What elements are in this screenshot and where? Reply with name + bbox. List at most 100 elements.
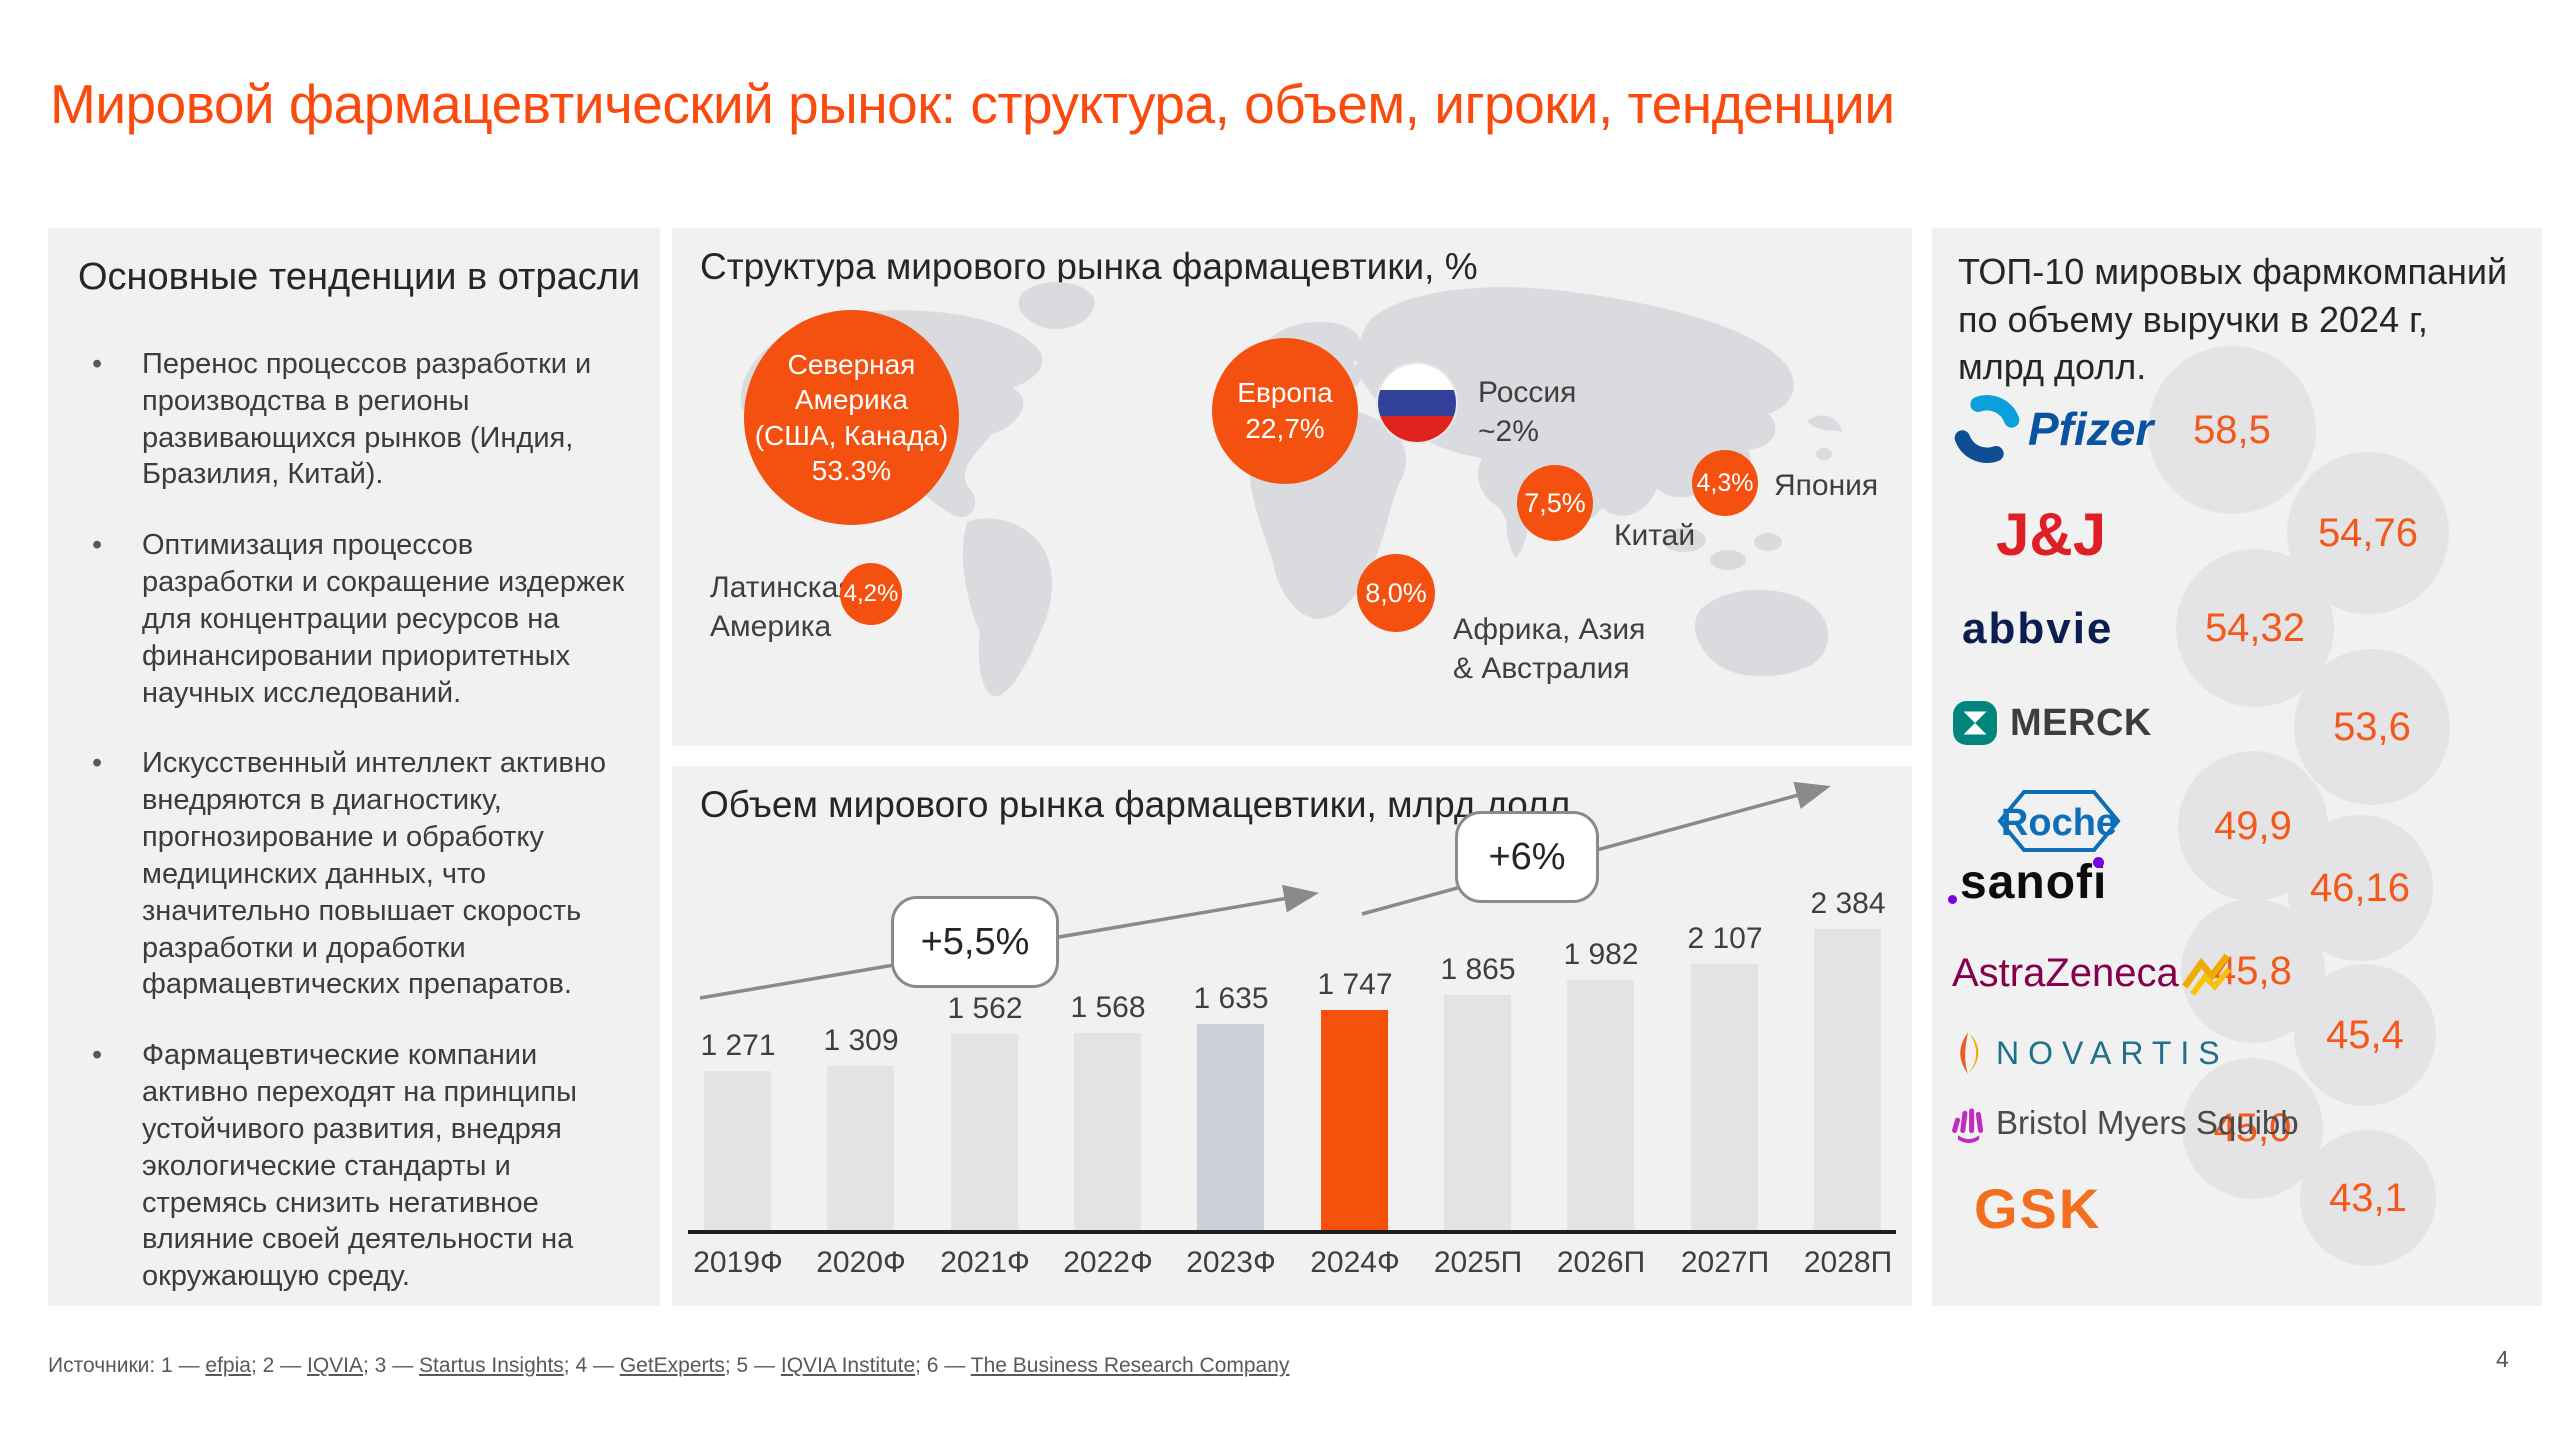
trend-bullet-2: • Оптимизация процессов разработки и сок… <box>48 527 660 711</box>
bms-wordmark: Bristol Myers Squibb <box>1996 1104 2299 1141</box>
russia-flag-icon <box>1378 364 1456 442</box>
bar-value-label: 1 635 <box>1193 982 1269 1015</box>
structure-heading: Структура мирового рынка фармацевтики, % <box>700 246 1478 287</box>
astrazeneca-swoosh-icon <box>2181 953 2232 996</box>
trend-bullet-1-text: Перенос процессов разработки и производс… <box>142 348 592 491</box>
japan-label: Япония <box>1774 469 1879 502</box>
bubble-north-america: Северная Америка (США, Канада) 53.3% <box>744 310 959 525</box>
roche-wordmark: Roche <box>2001 802 2117 844</box>
footer-text: ; 4 — <box>563 1354 620 1377</box>
x-tick-label: 2020Ф <box>816 1246 906 1279</box>
bar-2026 <box>1567 980 1634 1232</box>
bar-value-label: 2 384 <box>1810 887 1886 920</box>
footer-text: ; 2 — <box>250 1354 307 1377</box>
bar-2019 <box>704 1071 771 1232</box>
bubble-europe: Европа 22,7% <box>1212 338 1358 484</box>
gsk-logo: GSK <box>1974 1177 2101 1240</box>
x-tick-label: 2026П <box>1556 1246 1646 1279</box>
footer-source-link[interactable]: GetExperts <box>619 1354 725 1377</box>
bullet-dot-icon: • <box>92 529 103 562</box>
footer-source-link[interactable]: Startus Insights <box>419 1354 564 1377</box>
bullet-dot-icon: • <box>92 1039 103 1072</box>
trend-bullet-4-text: Фармацевтические компании активно перехо… <box>142 1039 577 1293</box>
sanofi-wordmark: sanofi <box>1960 855 2108 909</box>
china-label: Китай <box>1614 519 1696 552</box>
pfizer-swirl-icon <box>1954 395 2020 463</box>
x-tick-label: 2024Ф <box>1310 1246 1400 1279</box>
bar-value-label: 1 309 <box>823 1024 899 1057</box>
bubble-africa-asia-australia: 8,0% <box>1357 554 1435 632</box>
x-tick-label: 2025П <box>1433 1246 1523 1279</box>
novartis-flame-icon <box>1960 1032 1979 1074</box>
latam-label: Латинская Америка <box>710 571 855 643</box>
jnj-logo: J&J <box>1996 499 2106 569</box>
russia-label: Россия ~2% <box>1478 376 1577 448</box>
bar-2023 <box>1197 1024 1264 1232</box>
bar-value-label: 1 747 <box>1317 968 1393 1001</box>
bar-2027 <box>1691 964 1758 1232</box>
growth-badge-1: +5,5% <box>891 896 1059 988</box>
sources-footer: Источники: 1 — efpia; 2 — IQVIA; 3 — Sta… <box>48 1354 1289 1378</box>
bms-logo: Bristol Myers Squibb <box>1948 1101 2299 1145</box>
bar-value-label: 1 271 <box>700 1029 776 1062</box>
astrazeneca-logo: AstraZeneca <box>1952 945 2233 1001</box>
bubble-japan: 4,3% <box>1692 450 1758 516</box>
x-tick-label: 2027П <box>1680 1246 1770 1279</box>
bubble-latam: 4,2% <box>840 563 902 625</box>
top10-heading: ТОП-10 мировых фармкомпаний по объему вы… <box>1958 251 2508 388</box>
bar-2020 <box>827 1066 894 1232</box>
bar-value-label: 1 562 <box>947 992 1023 1025</box>
merck-icon <box>1953 701 1997 745</box>
bubble-china: 7,5% <box>1517 465 1593 541</box>
revenue-bubble-bms: 45,0 <box>2182 1058 2323 1199</box>
x-tick-label: 2023Ф <box>1186 1246 1276 1279</box>
sanofi-logo: sanofi <box>1948 852 2108 912</box>
bullet-dot-icon: • <box>92 747 103 780</box>
volume-heading: Объем мирового рынка фармацевтики, млрд … <box>700 784 1581 825</box>
bar-2022 <box>1074 1033 1141 1232</box>
bar-value-label: 1 982 <box>1563 938 1639 971</box>
revenue-bubble-gsk: 43,1 <box>2300 1130 2436 1266</box>
astrazeneca-wordmark: AstraZeneca <box>1952 950 2179 995</box>
market-structure-panel: Структура мирового рынка фармацевтики, %… <box>672 228 1912 746</box>
bms-hand-icon <box>1952 1108 1984 1143</box>
abbvie-wordmark: abbvie <box>1962 604 2114 653</box>
sanofi-purple-dot-icon <box>1948 894 1957 904</box>
footer-text: ; 3 — <box>363 1354 420 1377</box>
x-tick-label: 2028П <box>1803 1246 1893 1279</box>
africa-asia-australia-label: Африка, Азия & Австралия <box>1453 613 1646 685</box>
trend-bullet-3: • Искусственный интеллект активно внедря… <box>48 745 660 1003</box>
footer-text: ; 6 — <box>915 1354 971 1377</box>
growth-badge-2: +6% <box>1455 811 1599 903</box>
revenue-bubble-pfizer: 58,5 <box>2148 346 2316 514</box>
revenue-bubble-merck: 53,6 <box>2294 649 2450 805</box>
trend-bullet-4: • Фармацевтические компании активно пере… <box>48 1037 660 1295</box>
trends-bullet-list: • Перенос процессов разработки и произво… <box>48 346 660 1329</box>
x-tick-label: 2021Ф <box>940 1246 1030 1279</box>
merck-wordmark: MERCK <box>2010 701 2152 744</box>
footer-source-link[interactable]: The Business Research Company <box>970 1354 1290 1377</box>
footer-source-link[interactable]: IQVIA <box>306 1354 364 1377</box>
footer-source-link[interactable]: IQVIA Institute <box>780 1354 916 1377</box>
bar-2025 <box>1444 995 1511 1232</box>
bar-2021 <box>951 1034 1018 1232</box>
trend-bullet-2-text: Оптимизация процессов разработки и сокра… <box>142 529 625 709</box>
sanofi-purple-dot-icon <box>2093 856 2105 868</box>
trends-panel: Основные тенденции в отрасли • Перенос п… <box>48 228 660 1306</box>
footer-text: ; 5 — <box>724 1354 781 1377</box>
footer-source-link[interactable]: efpia <box>205 1354 251 1377</box>
trend-bullet-1: • Перенос процессов разработки и произво… <box>48 346 660 493</box>
merck-logo: MERCK <box>1952 699 2152 747</box>
pfizer-logo: Pfizer <box>1952 394 2153 464</box>
x-axis-line <box>688 1230 1896 1234</box>
jnj-wordmark: J&J <box>1996 500 2107 568</box>
pfizer-wordmark: Pfizer <box>2028 403 2154 455</box>
page-title: Мировой фармацевтический рынок: структур… <box>50 73 1895 135</box>
bar-value-label: 1 568 <box>1070 991 1146 1024</box>
bullet-dot-icon: • <box>92 348 103 380</box>
abbvie-logo: abbvie <box>1962 604 2113 654</box>
novartis-logo: NOVARTIS <box>1952 1029 2229 1077</box>
trends-heading: Основные тенденции в отрасли <box>78 256 641 298</box>
bar-2028 <box>1814 929 1881 1232</box>
trend-bullet-3-text: Искусственный интеллект активно внедряют… <box>142 747 606 1001</box>
